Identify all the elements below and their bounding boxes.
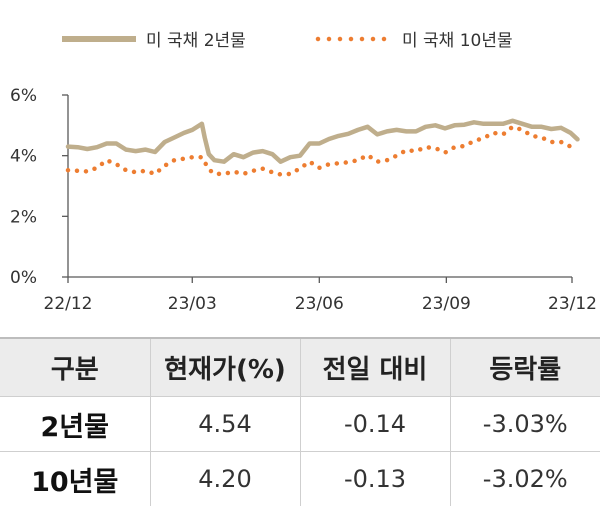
cell-change-rate-2y: -3.03% — [450, 397, 600, 452]
legend: 미 국채 2년물 미 국채 10년물 — [62, 31, 513, 51]
col-header-category: 구분 — [0, 338, 150, 397]
table-row: 10년물 4.20 -0.13 -3.02% — [0, 452, 600, 506]
x-tick-label: 23/06 — [295, 294, 344, 314]
row-label-10y: 10년물 — [0, 452, 150, 506]
row-label-2y: 2년물 — [0, 397, 150, 452]
table-header-row: 구분 현재가(%) 전일 대비 등락률 — [0, 338, 600, 397]
x-ticks: 22/12 23/03 23/06 23/09 23/12 — [44, 277, 598, 314]
cell-price-10y: 4.20 — [150, 452, 300, 506]
y-tick-label: 2% — [10, 207, 37, 227]
cell-price-2y: 4.54 — [150, 397, 300, 452]
legend-label-2y: 미 국채 2년물 — [146, 31, 246, 51]
x-tick-label: 23/12 — [548, 294, 597, 314]
series-layer — [68, 121, 578, 175]
legend-label-10y: 미 국채 10년물 — [402, 31, 513, 51]
series-line-2y — [68, 121, 578, 162]
cell-change-rate-10y: -3.02% — [450, 452, 600, 506]
yield-table: 구분 현재가(%) 전일 대비 등락률 2년물 4.54 -0.14 -3.03… — [0, 337, 600, 506]
col-header-change: 전일 대비 — [300, 338, 450, 397]
yield-line-chart: 미 국채 2년물 미 국채 10년물 0% 2% 4% 6% 22/12 23/03 23… — [0, 0, 600, 330]
cell-change-10y: -0.13 — [300, 452, 450, 506]
y-tick-label: 6% — [10, 86, 37, 106]
cell-change-2y: -0.14 — [300, 397, 450, 452]
y-tick-label: 0% — [10, 268, 37, 288]
x-tick-label: 22/12 — [44, 294, 93, 314]
table-row: 2년물 4.54 -0.14 -3.03% — [0, 397, 600, 452]
col-header-price: 현재가(%) — [150, 338, 300, 397]
col-header-change-rate: 등락률 — [450, 338, 600, 397]
x-tick-label: 23/09 — [422, 294, 471, 314]
x-tick-label: 23/03 — [168, 294, 217, 314]
y-ticks: 0% 2% 4% 6% — [10, 86, 68, 288]
y-tick-label: 4% — [10, 147, 37, 167]
